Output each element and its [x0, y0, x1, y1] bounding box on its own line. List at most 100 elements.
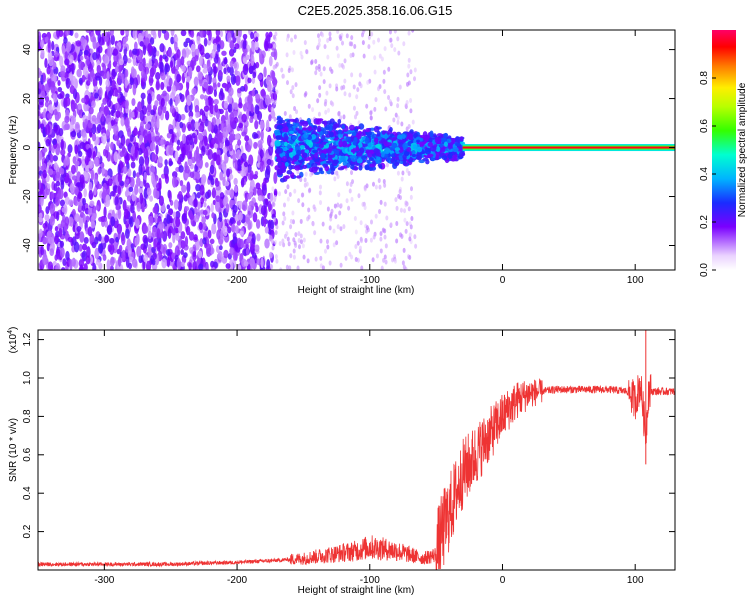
heat-cell: [153, 187, 158, 199]
heat-cell: [393, 161, 400, 167]
heat-cell: [142, 57, 146, 68]
heat-cell: [159, 232, 164, 239]
heat-cell: [229, 66, 234, 77]
heat-cell: [229, 199, 236, 206]
heat-cell: [71, 175, 78, 181]
heat-cell: [227, 103, 233, 113]
heat-cell: [297, 198, 301, 204]
heat-cell: [221, 50, 227, 56]
heat-cell: [59, 199, 66, 207]
heat-cell: [223, 100, 229, 109]
heat-cell: [121, 249, 126, 262]
colorbar-tick-label: 0.0: [699, 263, 710, 277]
heat-cell: [324, 165, 330, 172]
heat-cell: [352, 105, 356, 111]
heat-cell: [196, 65, 201, 73]
heat-cell: [363, 205, 367, 211]
spectrogram-ylabel: Frequency (Hz): [8, 116, 19, 185]
heat-cell: [335, 240, 339, 246]
heat-cell: [100, 215, 106, 223]
heat-cell: [77, 191, 82, 200]
heat-cell: [380, 265, 384, 270]
heat-cell: [271, 245, 275, 251]
heat-cell: [38, 31, 42, 42]
heat-cell: [394, 147, 401, 151]
heat-cell: [174, 36, 179, 43]
heat-cell: [158, 156, 163, 164]
heat-cell: [81, 160, 86, 169]
heat-cell: [77, 103, 82, 110]
heat-cell: [328, 83, 332, 89]
heat-cell: [332, 228, 336, 234]
heat-cell: [243, 161, 249, 168]
heat-cell: [40, 194, 44, 207]
heat-cell: [407, 30, 411, 36]
heat-cell: [41, 147, 48, 153]
heat-cell: [402, 264, 406, 270]
heat-cell: [413, 67, 417, 73]
heat-cell: [287, 126, 294, 131]
heat-cell: [158, 195, 164, 206]
heat-cell: [64, 115, 70, 124]
heat-cell: [120, 116, 125, 127]
heat-cell: [225, 139, 230, 147]
heat-cell: [411, 153, 417, 158]
heat-cell: [218, 211, 223, 223]
heat-cell: [244, 102, 250, 108]
heat-cell: [162, 230, 168, 242]
heat-cell: [131, 258, 138, 268]
heat-cell: [228, 173, 234, 180]
heat-cell: [252, 71, 257, 79]
heat-cell: [40, 49, 45, 58]
heat-cell: [356, 152, 363, 157]
heat-cell: [459, 136, 464, 142]
heat-cell: [199, 133, 203, 142]
heat-cell: [60, 267, 66, 270]
heat-cell: [149, 37, 155, 45]
heat-cell: [350, 149, 355, 153]
heat-cell: [302, 127, 308, 131]
heat-cell: [168, 190, 172, 203]
heat-cell: [359, 238, 363, 244]
heat-cell: [181, 65, 186, 72]
heat-cell: [118, 130, 124, 139]
heat-cell: [291, 93, 295, 99]
heat-cell: [213, 42, 218, 52]
heat-cell: [138, 156, 145, 167]
heat-cell: [223, 249, 229, 259]
heat-cell: [105, 79, 111, 88]
heat-cell: [395, 221, 399, 227]
spectrogram-xlabel: Height of straight line (km): [298, 285, 415, 296]
heat-cell: [384, 153, 389, 159]
heat-cell: [256, 258, 262, 266]
heat-cell: [245, 247, 250, 256]
heat-cell: [136, 245, 142, 258]
heat-cell: [252, 174, 258, 180]
heat-cell: [84, 155, 89, 166]
heat-cell: [373, 137, 379, 144]
heat-cell: [271, 98, 275, 104]
heat-cell: [249, 170, 254, 181]
heat-cell: [318, 143, 325, 148]
heat-cell: [215, 195, 221, 202]
heat-cell: [42, 169, 47, 179]
heat-cell: [273, 195, 277, 201]
heat-cell: [139, 109, 145, 122]
heat-cell: [143, 171, 147, 181]
heat-cell: [91, 132, 97, 142]
heat-cell: [159, 43, 165, 53]
heat-cell: [89, 48, 94, 54]
heat-cell: [218, 90, 224, 101]
heat-cell: [74, 160, 80, 167]
heat-cell: [317, 42, 321, 48]
heat-cell: [215, 245, 220, 254]
heat-cell: [378, 53, 382, 59]
heat-cell: [65, 250, 70, 261]
heat-cell: [53, 122, 58, 128]
heat-cell: [201, 216, 206, 224]
heat-cell: [383, 254, 387, 260]
heat-cell: [207, 120, 212, 133]
snr-xlabel: Height of straight line (km): [298, 585, 415, 596]
heat-cell: [207, 229, 212, 239]
heat-cell: [180, 231, 186, 240]
